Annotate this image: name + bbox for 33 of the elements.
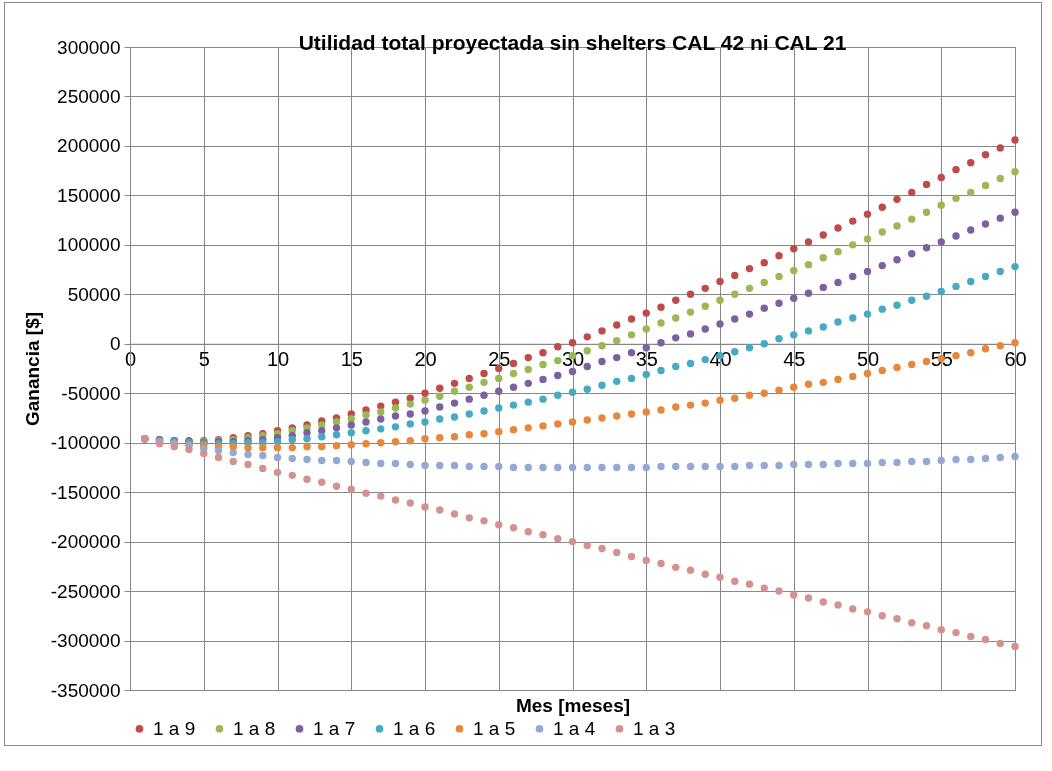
y-tick-label: 300000 (57, 36, 121, 58)
legend-label: 1 a 3 (633, 717, 676, 739)
y-tick-label: -50000 (61, 382, 121, 404)
legend-label: 1 a 5 (473, 717, 516, 739)
y-tick-label: 250000 (57, 85, 121, 107)
y-axis-title: Ganancia [$] (21, 311, 43, 427)
legend-label: 1 a 7 (313, 717, 356, 739)
legend-label: 1 a 8 (233, 717, 276, 739)
x-axis-title: Mes [meses] (515, 694, 631, 716)
x-tick-label: 50 (856, 348, 880, 371)
y-tick-label: -100000 (50, 432, 121, 454)
x-tick-label: 45 (783, 348, 806, 371)
legend-label: 1 a 4 (553, 717, 596, 739)
y-tick-label: 150000 (57, 184, 121, 206)
y-tick-label: -200000 (50, 531, 121, 553)
y-tick-label: 200000 (57, 135, 121, 157)
legend-label: 1 a 9 (153, 717, 196, 739)
chart-title: Utilidad total proyectada sin shelters CAL 42 ni CAL 21 (298, 31, 847, 54)
x-tick-label: 25 (488, 348, 511, 371)
x-tick-label: 15 (340, 348, 363, 371)
x-tick-label: 5 (198, 348, 210, 371)
legend-label: 1 a 6 (393, 717, 436, 739)
y-tick-label: -350000 (50, 679, 121, 701)
y-tick-label: 100000 (57, 234, 121, 256)
y-tick-label: 50000 (67, 283, 121, 305)
x-tick-label: 10 (266, 348, 290, 371)
y-tick-label: 0 (109, 333, 121, 355)
x-tick-label: 60 (1004, 348, 1027, 371)
y-tick-label: -250000 (50, 580, 121, 602)
y-tick-label: -150000 (50, 481, 121, 503)
x-tick-label: 20 (414, 348, 437, 371)
x-tick-label: 35 (635, 348, 658, 371)
y-tick-label: -300000 (50, 630, 121, 652)
